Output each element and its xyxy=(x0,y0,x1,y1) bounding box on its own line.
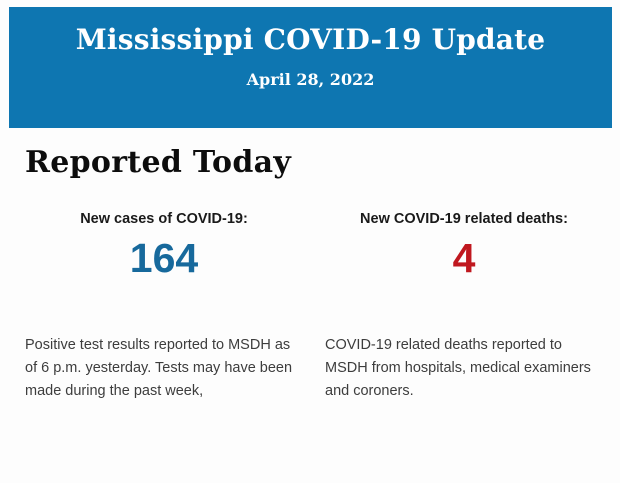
new-deaths-label: New COVID-19 related deaths: xyxy=(360,211,568,227)
section-heading: Reported Today xyxy=(25,145,292,180)
new-deaths-description: COVID-19 related deaths reported to MSDH… xyxy=(325,337,591,399)
report-date: April 28, 2022 xyxy=(246,70,375,89)
content-area: Reported Today New cases of COVID-19: 16… xyxy=(0,145,620,403)
stat-new-cases: New cases of COVID-19: 164 Positive test… xyxy=(25,211,303,403)
stat-new-deaths: New COVID-19 related deaths: 4 COVID-19 … xyxy=(325,211,603,403)
page-title: Mississippi COVID-19 Update xyxy=(75,23,546,56)
stats-row: New cases of COVID-19: 164 Positive test… xyxy=(25,211,603,403)
new-deaths-value: 4 xyxy=(452,235,476,281)
new-cases-label: New cases of COVID-19: xyxy=(80,211,248,227)
new-cases-value: 164 xyxy=(129,235,199,281)
page: Mississippi COVID-19 Update April 28, 20… xyxy=(0,7,620,483)
header-banner: Mississippi COVID-19 Update April 28, 20… xyxy=(9,7,612,128)
new-cases-description: Positive test results reported to MSDH a… xyxy=(25,337,293,399)
